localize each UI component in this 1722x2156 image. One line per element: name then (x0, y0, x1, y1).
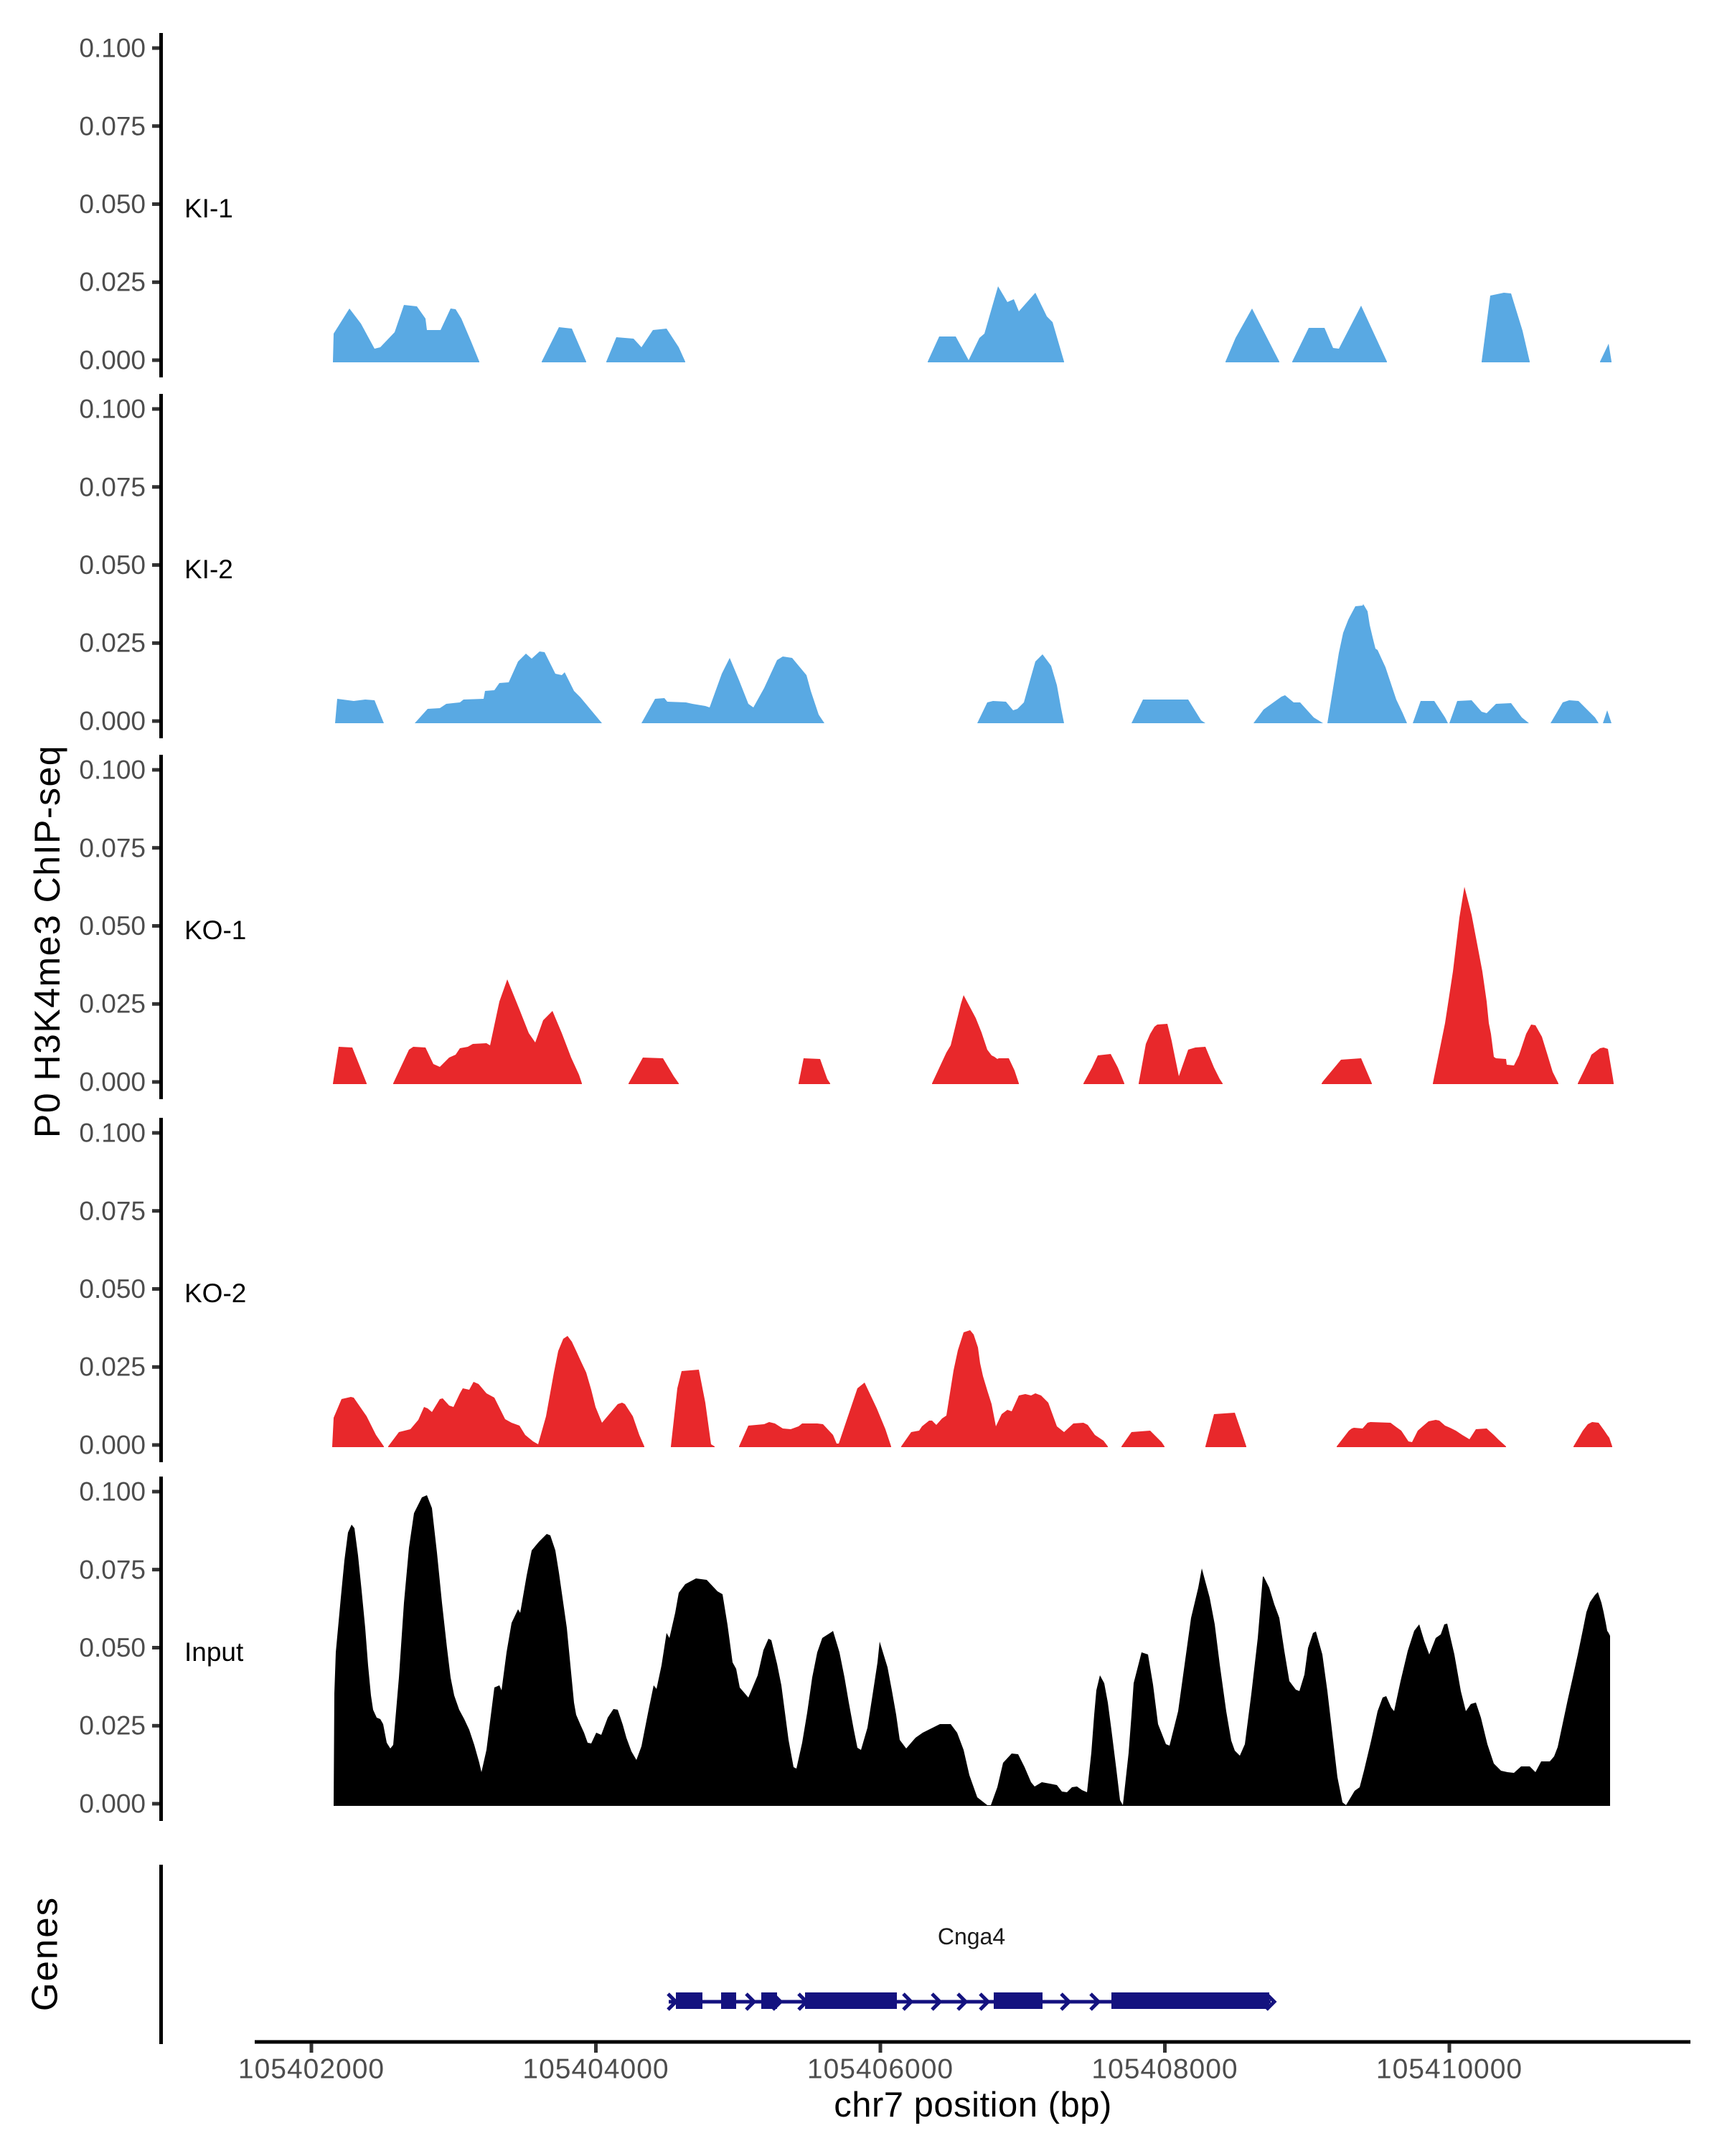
svg-text:0.075: 0.075 (79, 111, 146, 141)
svg-text:Cnga4: Cnga4 (938, 1924, 1005, 1949)
svg-text:0.000: 0.000 (79, 1431, 146, 1460)
svg-text:0.050: 0.050 (79, 1274, 146, 1304)
svg-text:0.025: 0.025 (79, 1711, 146, 1741)
svg-text:Genes: Genes (24, 1896, 65, 2011)
svg-text:0.025: 0.025 (79, 1352, 146, 1382)
svg-text:0.050: 0.050 (79, 189, 146, 219)
svg-text:KO-1: KO-1 (184, 915, 246, 945)
svg-text:0.075: 0.075 (79, 472, 146, 502)
svg-text:0.050: 0.050 (79, 550, 146, 580)
svg-text:chr7 position (bp): chr7 position (bp) (834, 2086, 1112, 2124)
svg-text:KI-2: KI-2 (184, 555, 233, 584)
svg-text:0.000: 0.000 (79, 346, 146, 375)
svg-text:0.100: 0.100 (79, 34, 146, 63)
svg-text:0.075: 0.075 (79, 1555, 146, 1584)
svg-text:0.000: 0.000 (79, 1789, 146, 1819)
svg-text:0.075: 0.075 (79, 1196, 146, 1225)
svg-text:105410000: 105410000 (1376, 2054, 1523, 2085)
svg-text:0.025: 0.025 (79, 989, 146, 1019)
svg-text:0.025: 0.025 (79, 268, 146, 297)
svg-text:0.100: 0.100 (79, 1119, 146, 1148)
svg-text:0.100: 0.100 (79, 395, 146, 424)
svg-text:0.100: 0.100 (79, 1477, 146, 1507)
svg-text:P0 H3K4me3 ChIP-seq: P0 H3K4me3 ChIP-seq (27, 745, 67, 1138)
svg-text:0.025: 0.025 (79, 629, 146, 658)
svg-text:KO-2: KO-2 (184, 1279, 246, 1308)
svg-text:0.000: 0.000 (79, 707, 146, 736)
svg-text:0.075: 0.075 (79, 833, 146, 862)
svg-text:0.000: 0.000 (79, 1068, 146, 1097)
svg-text:105408000: 105408000 (1091, 2054, 1238, 2085)
svg-text:0.050: 0.050 (79, 911, 146, 941)
svg-text:105406000: 105406000 (807, 2054, 954, 2085)
svg-text:KI-1: KI-1 (184, 194, 233, 223)
svg-text:105402000: 105402000 (238, 2054, 385, 2085)
svg-text:0.100: 0.100 (79, 755, 146, 785)
svg-text:105404000: 105404000 (522, 2054, 669, 2085)
svg-text:0.050: 0.050 (79, 1633, 146, 1662)
svg-text:Input: Input (184, 1637, 244, 1667)
